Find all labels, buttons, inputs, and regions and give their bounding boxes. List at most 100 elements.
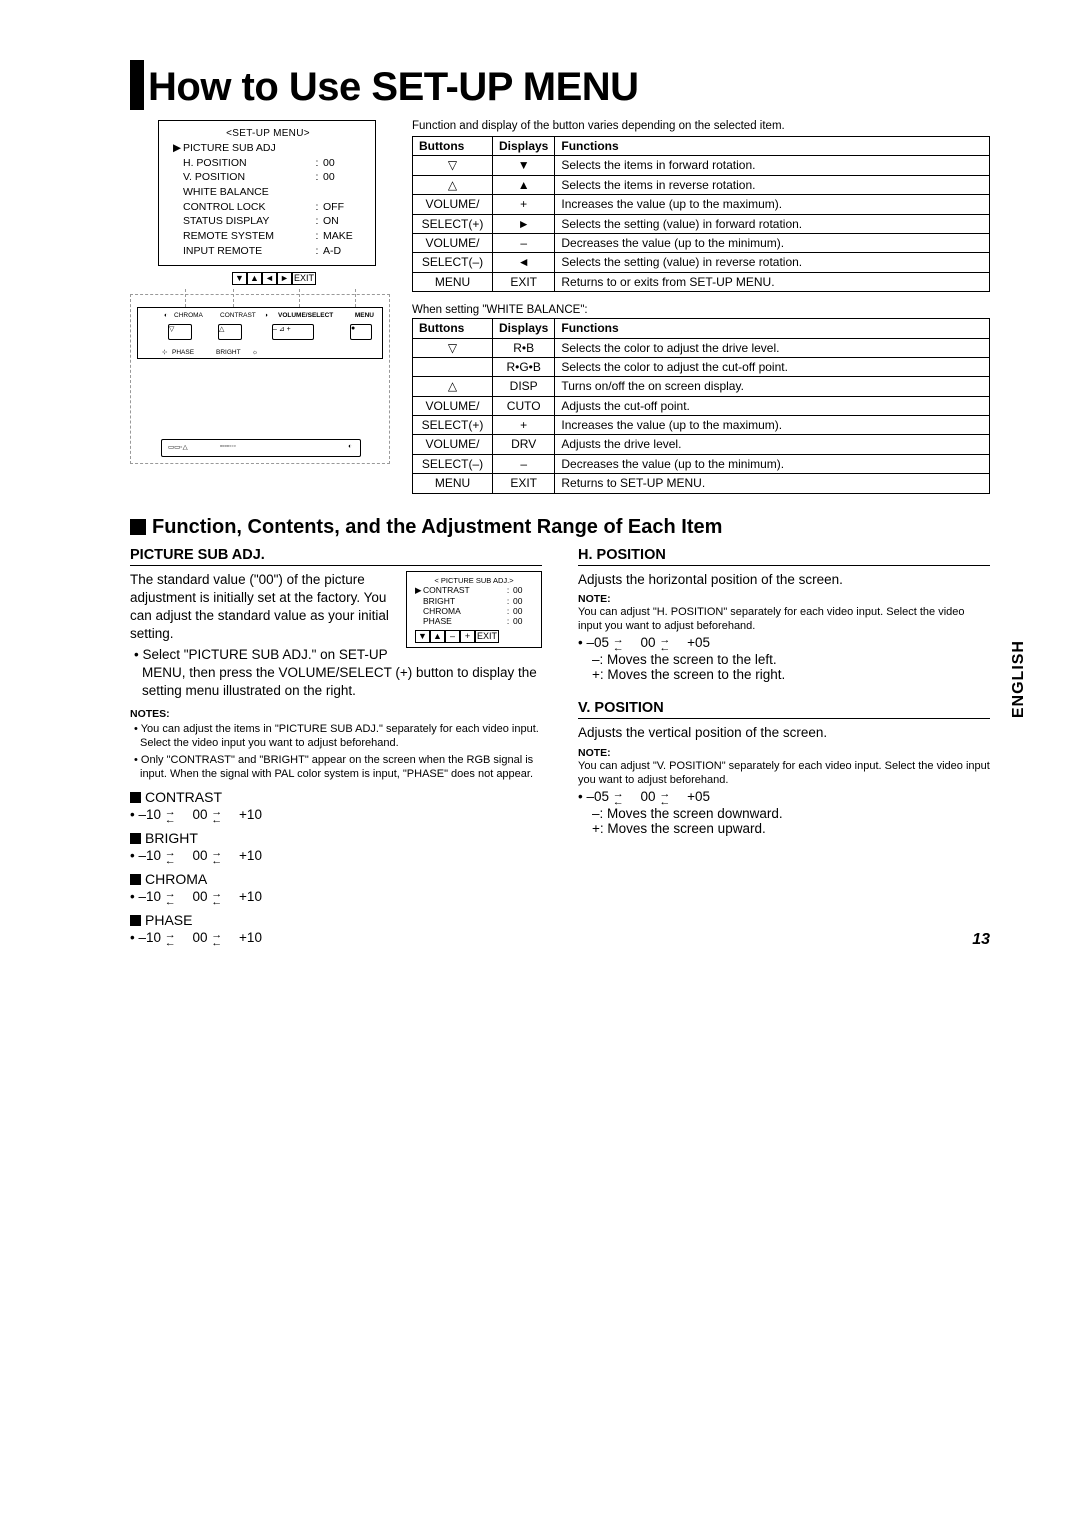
table-row: SELECT(+)►Selects the setting (value) in… — [413, 214, 990, 233]
h-position-note: You can adjust "H. POSITION" separately … — [578, 605, 990, 634]
content-right: H. POSITION Adjusts the horizontal posit… — [578, 547, 990, 948]
panel-label-menu: MENU — [355, 312, 374, 319]
osd-mini-button: ▼ — [232, 272, 247, 285]
table-row: △▲Selects the items in reverse rotation. — [413, 175, 990, 194]
adjustment-heading: PHASE — [130, 912, 542, 928]
connector — [185, 289, 186, 307]
table-row: ▽▼Selects the items in forward rotation. — [413, 156, 990, 175]
note-item: • Only "CONTRAST" and "BRIGHT" appear on… — [130, 753, 542, 782]
mini-osd-button: ▼ — [415, 630, 430, 643]
h-position-desc: Adjusts the horizontal position of the s… — [578, 571, 990, 589]
h-position-heading: H. POSITION — [578, 547, 990, 566]
page-title-row: How to Use SET-UP MENU — [130, 60, 990, 110]
knob-contrast: △ — [218, 324, 242, 340]
osd-item: REMOTE SYSTEM:MAKE — [173, 229, 363, 244]
h-position-plus: +: Moves the screen to the right. — [578, 667, 990, 682]
osd-item: INPUT REMOTE:A-D — [173, 244, 363, 259]
content-left: PICTURE SUB ADJ. < PICTURE SUB ADJ.> ▶CO… — [130, 547, 542, 948]
v-position-minus: –: Moves the screen downward. — [578, 806, 990, 821]
mini-osd-picture-sub: < PICTURE SUB ADJ.> ▶CONTRAST:00BRIGHT:0… — [406, 571, 542, 648]
h-position-range: • –05 00 +05 — [578, 635, 990, 650]
osd-item: CONTROL LOCK:OFF — [173, 200, 363, 215]
osd-title: <SET-UP MENU> — [173, 127, 363, 141]
title-accent-bar — [130, 60, 144, 110]
osd-mini-button: ▲ — [247, 272, 262, 285]
panel-label-contrast: CONTRAST — [220, 312, 256, 319]
page-number: 13 — [972, 931, 990, 949]
v-position-plus: +: Moves the screen upward. — [578, 821, 990, 836]
osd-mini-button: ► — [277, 272, 292, 285]
mini-osd-item: PHASE:00 — [415, 616, 533, 626]
mini-osd-item: CHROMA:00 — [415, 606, 533, 616]
device-bottom-panel: ▭▭◦△ ▫▫▫▫◦◦◦ ◐ — [161, 439, 361, 457]
table-row: SELECT(–)◄Selects the setting (value) in… — [413, 253, 990, 272]
note-item: • You can adjust the items in "PICTURE S… — [130, 722, 542, 751]
mini-osd-button: + — [460, 630, 475, 643]
table-row: VOLUME/–Decreases the value (up to the m… — [413, 233, 990, 252]
table-row: △DISPTurns on/off the on screen display. — [413, 377, 990, 396]
h-position-minus: –: Moves the screen to the left. — [578, 652, 990, 667]
osd-item: ▶PICTURE SUB ADJ — [173, 141, 363, 156]
adjustment-heading: CONTRAST — [130, 789, 542, 805]
v-position-note-h: NOTE: — [578, 747, 990, 759]
osd-item: WHITE BALANCE — [173, 185, 363, 200]
device-diagram: ◐ CHROMA CONTRAST ◑ VOLUME/SELECT MENU ▽… — [130, 294, 390, 464]
knob-menu: ● — [350, 324, 372, 340]
adjustment-range: • –10 00 +10 — [130, 807, 542, 822]
knob-volume: – ⊿ + — [272, 324, 314, 340]
adjustment-heading: CHROMA — [130, 871, 542, 887]
table-row: VOLUME/+Increases the value (up to the m… — [413, 195, 990, 214]
mini-osd-title: < PICTURE SUB ADJ.> — [415, 576, 533, 585]
table2-caption: When setting "WHITE BALANCE": — [412, 304, 990, 316]
adjustment-heading: BRIGHT — [130, 830, 542, 846]
picture-sub-bullet: • Select "PICTURE SUB ADJ." on SET-UP ME… — [130, 646, 542, 701]
device-top-panel: ◐ CHROMA CONTRAST ◑ VOLUME/SELECT MENU ▽… — [137, 307, 383, 359]
table-row: MENUEXITReturns to or exits from SET-UP … — [413, 272, 990, 291]
table-row: VOLUME/DRVAdjusts the drive level. — [413, 435, 990, 454]
panel-label-volume-select: VOLUME/SELECT — [278, 312, 333, 319]
adjustment-range: • –10 00 +10 — [130, 889, 542, 904]
table-row: SELECT(+)+Increases the value (up to the… — [413, 416, 990, 435]
content-two-column: PICTURE SUB ADJ. < PICTURE SUB ADJ.> ▶CO… — [130, 547, 990, 948]
section-heading-text: Function, Contents, and the Adjustment R… — [152, 516, 722, 539]
v-position-desc: Adjusts the vertical position of the scr… — [578, 724, 990, 742]
mini-osd-button: – — [445, 630, 460, 643]
connector — [355, 289, 356, 307]
section-heading: Function, Contents, and the Adjustment R… — [130, 516, 990, 539]
left-column: <SET-UP MENU> ▶PICTURE SUB ADJH. POSITIO… — [130, 120, 390, 494]
picture-sub-heading: PICTURE SUB ADJ. — [130, 547, 542, 566]
white-balance-table: ButtonsDisplaysFunctions▽R•BSelects the … — [412, 318, 990, 494]
osd-item: STATUS DISPLAY:ON — [173, 214, 363, 229]
adjustment-range: • –10 00 +10 — [130, 930, 542, 945]
button-functions-table: ButtonsDisplaysFunctions▽▼Selects the it… — [412, 136, 990, 292]
table-row: VOLUME/CUTOAdjusts the cut-off point. — [413, 396, 990, 415]
mini-osd-buttons: ▼▲–+EXIT — [415, 630, 533, 643]
page-title: How to Use SET-UP MENU — [148, 65, 639, 110]
adjustment-range: • –10 00 +10 — [130, 848, 542, 863]
table1-caption: Function and display of the button varie… — [412, 120, 990, 132]
osd-mini-button: EXIT — [292, 272, 316, 285]
osd-button-row: ▼▲◄►EXIT — [158, 270, 390, 286]
h-position-note-h: NOTE: — [578, 593, 990, 605]
osd-setup-menu: <SET-UP MENU> ▶PICTURE SUB ADJH. POSITIO… — [158, 120, 376, 266]
language-tab: ENGLISH — [1010, 640, 1028, 718]
v-position-note: You can adjust "V. POSITION" separately … — [578, 759, 990, 788]
top-grid: <SET-UP MENU> ▶PICTURE SUB ADJH. POSITIO… — [130, 120, 990, 494]
right-column: Function and display of the button varie… — [412, 120, 990, 494]
table-row: ▽R•BSelects the color to adjust the driv… — [413, 338, 990, 357]
connector — [233, 289, 234, 307]
table-row: SELECT(–)–Decreases the value (up to the… — [413, 454, 990, 473]
panel-label-chroma: CHROMA — [174, 312, 203, 319]
mini-osd-item: BRIGHT:00 — [415, 596, 533, 606]
mini-osd-button: EXIT — [475, 630, 499, 643]
connector — [299, 289, 300, 307]
osd-mini-button: ◄ — [262, 272, 277, 285]
table-row: MENUEXITReturns to SET-UP MENU. — [413, 474, 990, 493]
v-position-range: • –05 00 +05 — [578, 789, 990, 804]
mini-osd-item: ▶CONTRAST:00 — [415, 585, 533, 596]
square-bullet-icon — [130, 519, 146, 535]
table-row: R•G•BSelects the color to adjust the cut… — [413, 357, 990, 376]
knob-chroma: ▽ — [168, 324, 192, 340]
panel-label-bright: BRIGHT — [216, 349, 241, 356]
notes-heading: NOTES: — [130, 708, 542, 720]
